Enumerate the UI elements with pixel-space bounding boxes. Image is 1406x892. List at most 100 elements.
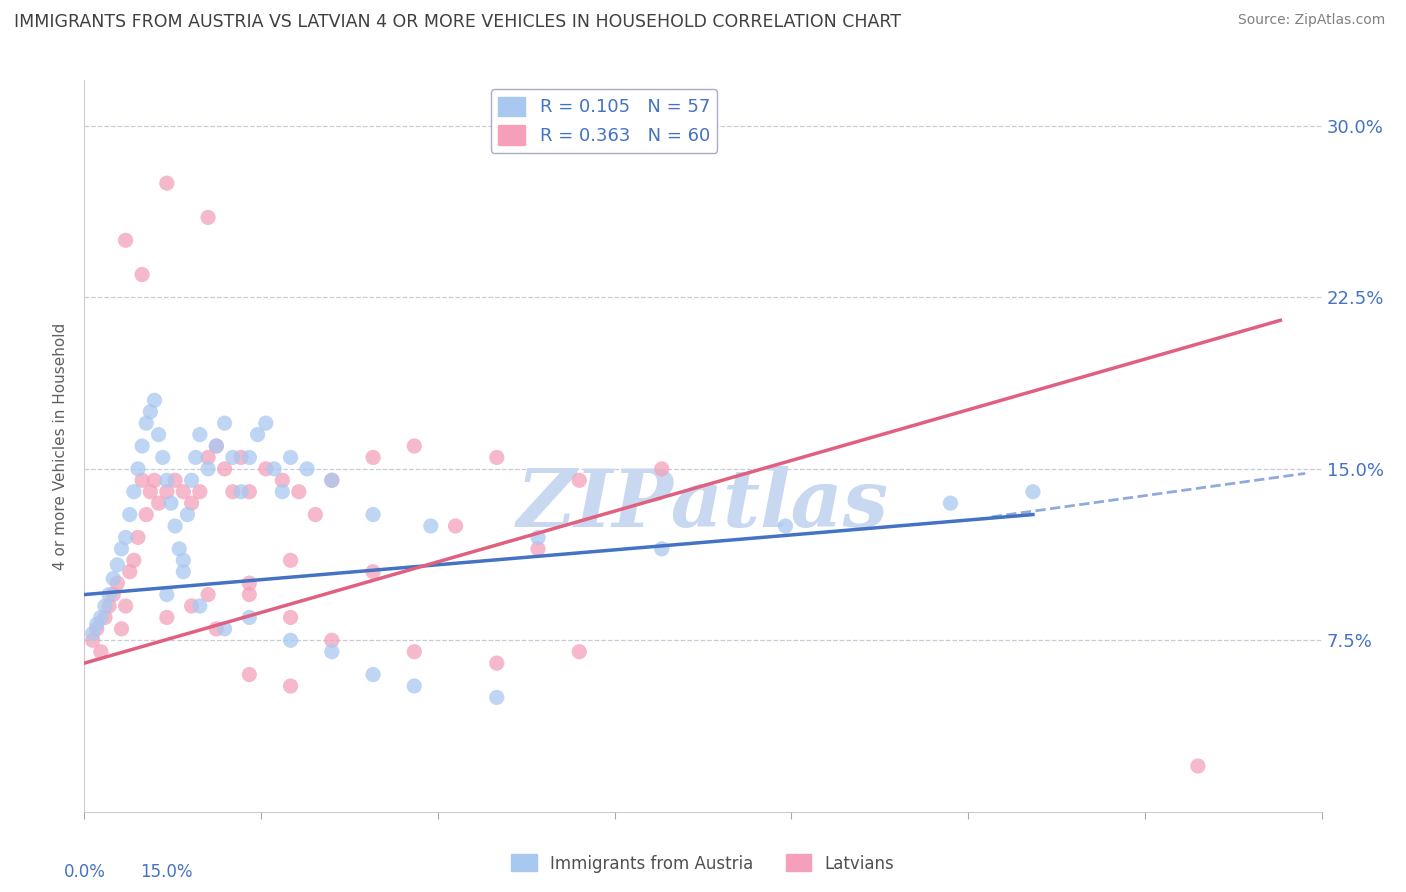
Point	[197, 588, 219, 602]
Point	[86, 622, 108, 636]
Point	[114, 530, 136, 544]
Point	[321, 473, 343, 487]
Point	[321, 633, 343, 648]
Point	[238, 610, 260, 624]
Point	[82, 626, 104, 640]
Point	[321, 473, 343, 487]
Point	[651, 541, 673, 556]
Point	[254, 416, 277, 430]
Point	[246, 427, 269, 442]
Point	[238, 576, 260, 591]
Point	[180, 599, 202, 613]
Point	[156, 484, 179, 499]
Point	[404, 439, 426, 453]
Point	[188, 599, 211, 613]
Point	[222, 484, 245, 499]
Point	[775, 519, 797, 533]
Point	[114, 599, 136, 613]
Point	[419, 519, 441, 533]
Text: Source: ZipAtlas.com: Source: ZipAtlas.com	[1237, 13, 1385, 28]
Point	[135, 508, 157, 522]
Point	[197, 462, 219, 476]
Point	[939, 496, 962, 510]
Point	[361, 450, 384, 465]
Text: 0.0%: 0.0%	[63, 863, 105, 881]
Point	[139, 405, 162, 419]
Point	[127, 530, 149, 544]
Point	[86, 617, 108, 632]
Point	[444, 519, 467, 533]
Point	[361, 508, 384, 522]
Point	[263, 462, 285, 476]
Point	[280, 633, 302, 648]
Point	[160, 496, 183, 510]
Point	[1022, 484, 1045, 499]
Point	[98, 599, 121, 613]
Point	[148, 496, 170, 510]
Point	[110, 541, 132, 556]
Point	[568, 473, 591, 487]
Point	[214, 622, 236, 636]
Point	[485, 450, 508, 465]
Point	[172, 484, 194, 499]
Point	[156, 588, 179, 602]
Point	[404, 645, 426, 659]
Point	[280, 553, 302, 567]
Point	[180, 473, 202, 487]
Point	[271, 484, 294, 499]
Point	[90, 645, 112, 659]
Point	[188, 484, 211, 499]
Point	[103, 588, 125, 602]
Point	[280, 450, 302, 465]
Point	[156, 473, 179, 487]
Point	[404, 679, 426, 693]
Point	[148, 427, 170, 442]
Point	[156, 176, 179, 190]
Point	[105, 558, 128, 572]
Text: ZIPatlas: ZIPatlas	[517, 466, 889, 543]
Point	[135, 416, 157, 430]
Point	[280, 610, 302, 624]
Point	[238, 450, 260, 465]
Text: 15.0%: 15.0%	[141, 863, 193, 881]
Point	[229, 484, 252, 499]
Point	[238, 667, 260, 681]
Point	[188, 427, 211, 442]
Point	[485, 656, 508, 670]
Point	[229, 450, 252, 465]
Point	[172, 553, 194, 567]
Point	[131, 439, 153, 453]
Point	[118, 565, 141, 579]
Point	[205, 439, 228, 453]
Point	[254, 462, 277, 476]
Point	[197, 211, 219, 225]
Point	[82, 633, 104, 648]
Point	[110, 622, 132, 636]
Point	[238, 484, 260, 499]
Point	[214, 416, 236, 430]
Point	[127, 462, 149, 476]
Point	[271, 473, 294, 487]
Point	[103, 572, 125, 586]
Point	[184, 450, 207, 465]
Point	[295, 462, 318, 476]
Point	[197, 450, 219, 465]
Point	[114, 233, 136, 247]
Point	[143, 473, 166, 487]
Y-axis label: 4 or more Vehicles in Household: 4 or more Vehicles in Household	[53, 322, 69, 570]
Point	[152, 450, 174, 465]
Point	[280, 679, 302, 693]
Point	[165, 519, 187, 533]
Point	[651, 462, 673, 476]
Text: IMMIGRANTS FROM AUSTRIA VS LATVIAN 4 OR MORE VEHICLES IN HOUSEHOLD CORRELATION C: IMMIGRANTS FROM AUSTRIA VS LATVIAN 4 OR …	[14, 13, 901, 31]
Legend: Immigrants from Austria, Latvians: Immigrants from Austria, Latvians	[505, 847, 901, 880]
Point	[321, 645, 343, 659]
Point	[176, 508, 198, 522]
Point	[172, 565, 194, 579]
Point	[122, 484, 145, 499]
Point	[568, 645, 591, 659]
Legend: R = 0.105   N = 57, R = 0.363   N = 60: R = 0.105 N = 57, R = 0.363 N = 60	[491, 89, 717, 153]
Point	[105, 576, 128, 591]
Point	[131, 473, 153, 487]
Point	[122, 553, 145, 567]
